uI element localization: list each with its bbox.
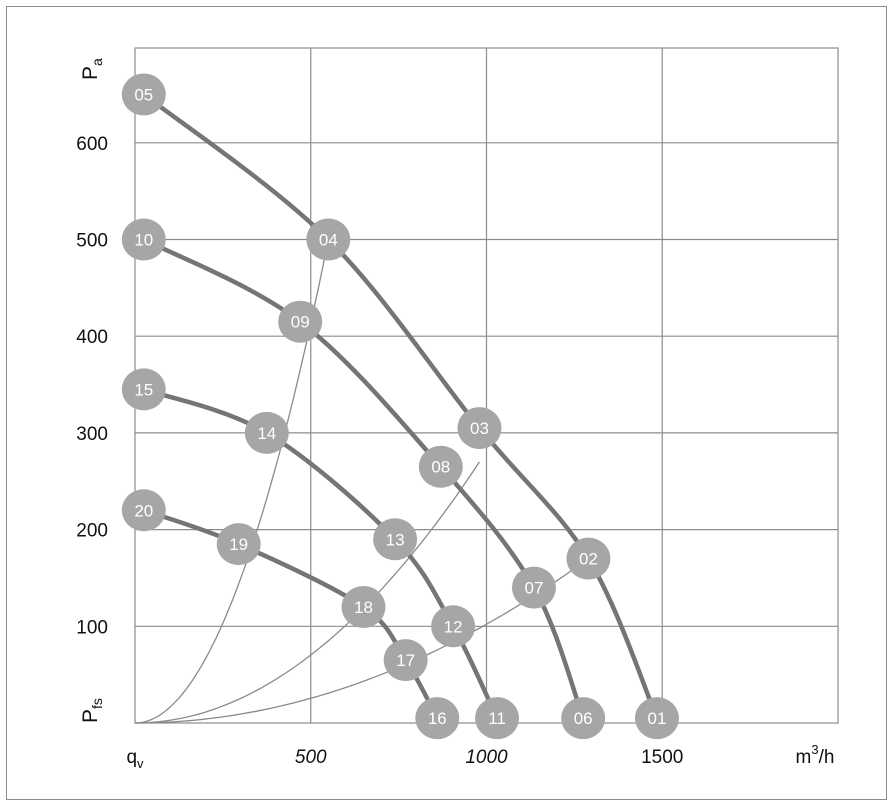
operating-point: 08 xyxy=(418,445,463,488)
operating-point: 04 xyxy=(306,218,351,261)
y-axis-bottom-label: Pfs xyxy=(79,698,105,723)
x-tick-label: qv xyxy=(126,747,144,771)
operating-point-marker xyxy=(121,489,166,532)
operating-point-label: 19 xyxy=(229,535,248,554)
fan-curve xyxy=(141,92,660,721)
y-tick-label: 300 xyxy=(76,424,108,445)
x-tick-label: 1500 xyxy=(641,747,683,768)
y-tick-label: 500 xyxy=(76,231,108,252)
operating-point-marker xyxy=(457,407,502,450)
fan-curve xyxy=(141,237,586,721)
operating-point-label: 06 xyxy=(574,709,593,728)
operating-point-marker xyxy=(121,368,166,411)
y-tick-label: 100 xyxy=(76,617,108,638)
y-tick-label: 600 xyxy=(76,134,108,155)
operating-point-marker xyxy=(634,697,679,740)
operating-point-marker xyxy=(415,697,460,740)
operating-point: 19 xyxy=(216,523,261,566)
operating-point-label: 17 xyxy=(396,651,415,670)
operating-point-label: 07 xyxy=(524,579,543,598)
system-curve xyxy=(134,239,329,724)
operating-point: 16 xyxy=(415,697,460,740)
operating-point-label: 08 xyxy=(431,458,450,477)
operating-point-marker xyxy=(306,218,351,261)
operating-point: 09 xyxy=(278,300,323,343)
operating-point-label: 12 xyxy=(444,617,463,636)
operating-point: 05 xyxy=(121,73,166,116)
operating-point-marker xyxy=(418,445,463,488)
operating-point: 18 xyxy=(341,585,386,628)
operating-point-label: 09 xyxy=(291,313,310,332)
system-curves xyxy=(134,239,589,724)
y-tick-label: 200 xyxy=(76,521,108,542)
system-curve xyxy=(135,558,589,724)
operating-point-label: 11 xyxy=(488,709,506,728)
y-tick-label: 400 xyxy=(76,327,108,348)
fan-curves xyxy=(141,92,660,721)
operating-point-marker xyxy=(278,300,323,343)
operating-point-label: 20 xyxy=(134,501,153,520)
operating-point: 17 xyxy=(383,639,428,682)
operating-point: 13 xyxy=(373,518,418,561)
operating-point-label: 15 xyxy=(134,380,153,399)
operating-point: 12 xyxy=(431,605,476,648)
operating-point-marker xyxy=(121,73,166,116)
operating-point-label: 03 xyxy=(470,419,489,438)
operating-point: 01 xyxy=(634,697,679,740)
operating-point-marker xyxy=(341,585,386,628)
operating-point-marker xyxy=(121,218,166,261)
fan-curve xyxy=(141,387,500,721)
x-tick-label: 1000 xyxy=(465,747,508,768)
operating-point-label: 04 xyxy=(319,231,338,250)
operating-point: 20 xyxy=(121,489,166,532)
operating-point-label: 02 xyxy=(579,550,598,569)
operating-point-marker xyxy=(566,537,611,580)
operating-point-label: 18 xyxy=(354,598,373,617)
grid xyxy=(134,47,839,724)
operating-point-label: 16 xyxy=(428,709,447,728)
operating-point-label: 01 xyxy=(648,709,667,728)
operating-point: 06 xyxy=(561,697,606,740)
operating-point-marker xyxy=(511,566,556,609)
operating-point: 15 xyxy=(121,368,166,411)
operating-point-marker xyxy=(373,518,418,561)
x-tick-label: m3/h xyxy=(796,742,835,768)
operating-point: 11 xyxy=(475,697,520,740)
operating-point-marker xyxy=(475,697,520,740)
operating-point: 07 xyxy=(511,566,556,609)
system-curve xyxy=(134,461,481,724)
operating-point: 02 xyxy=(566,537,611,580)
operating-point-label: 05 xyxy=(134,85,153,104)
operating-point-marker xyxy=(431,605,476,648)
operating-point: 10 xyxy=(121,218,166,261)
x-tick-label: 500 xyxy=(295,747,327,768)
operating-point-label: 14 xyxy=(257,424,276,443)
operating-points: 01 02 03 04 05 06 07 08 09 10 11 12 13 14 15 16 17 18 19 20 xyxy=(121,73,679,740)
operating-point: 14 xyxy=(244,411,289,454)
operating-point-label: 10 xyxy=(134,231,153,250)
y-axis-top-label: Pa xyxy=(79,58,105,80)
operating-point-marker xyxy=(561,697,606,740)
operating-point: 03 xyxy=(457,407,502,450)
operating-point-marker xyxy=(383,639,428,682)
operating-point-label: 13 xyxy=(386,530,405,549)
operating-point-marker xyxy=(216,523,261,566)
operating-point-marker xyxy=(244,411,289,454)
